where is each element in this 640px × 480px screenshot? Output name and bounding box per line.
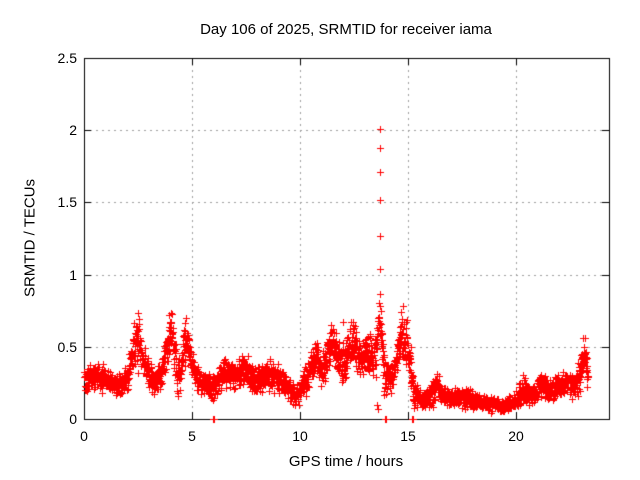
x-tick-label: 10 xyxy=(292,428,308,444)
y-tick-label: 0 xyxy=(69,411,77,427)
x-tick-label: 20 xyxy=(508,428,524,444)
y-tick-label: 2 xyxy=(69,122,77,138)
y-tick-label: 1.5 xyxy=(57,194,77,210)
x-axis-label: GPS time / hours xyxy=(288,453,404,470)
x-tick-label: 5 xyxy=(188,428,196,444)
y-tick-label: 1 xyxy=(69,267,77,283)
y-tick-label: 2.5 xyxy=(57,50,77,66)
y-tick-label: 0.5 xyxy=(57,339,77,355)
x-tick-label: 0 xyxy=(80,428,88,444)
chart-title: Day 106 of 2025, SRMTID for receiver iam… xyxy=(200,21,492,38)
x-tick-label: 15 xyxy=(400,428,416,444)
y-axis-label: SRMTID / TECUs xyxy=(21,178,39,298)
